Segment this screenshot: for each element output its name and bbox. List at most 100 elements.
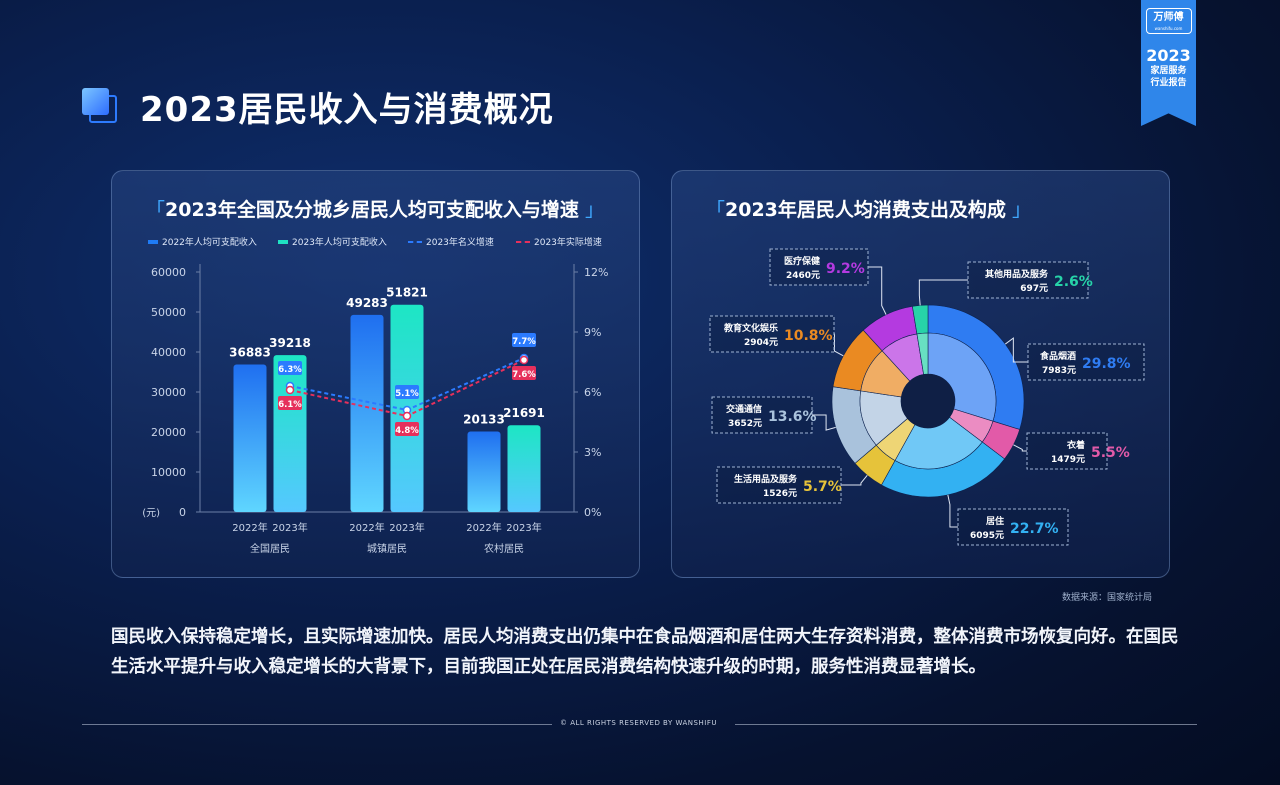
data-source: 数据来源：国家统计局 [1062,593,1153,603]
callout-category: 医疗保健 [784,255,820,267]
consumption-donut-chart: 食品烟酒 7983元 29.8% 衣着 1479元 5.5% 居住 6095元 22.7% 生活用… [709,248,1145,546]
growth-label: 5.1% [395,389,419,399]
callout-percent: 2.6% [1054,274,1093,290]
growth-point [402,411,412,421]
callout-box [716,466,842,504]
summary-paragraph: 国民收入保持稳定增长，且实际增速加快。居民人均消费支出仍集中在食品烟酒和居住两大… [111,627,1179,677]
callout-leader-line [812,414,836,431]
growth-label: 7.6% [512,370,536,380]
growth-label-box [278,396,302,410]
bar [467,431,501,512]
bar-value-label: 36883 [229,345,271,359]
callout-amount: 2904元 [744,337,778,348]
badge-line1: 家居服务 [1150,66,1187,76]
y-tick-label: 60000 [151,266,186,279]
legend-item-2022: 2022年人均可支配收入 [148,235,257,248]
x-tick-label: 2022年 [466,521,501,534]
title-square-icon [82,88,118,124]
y2-tick-label: 0% [584,506,601,519]
callout-category: 衣着 [1067,439,1085,451]
callout-box [957,508,1069,546]
y2-tick-label: 12% [584,266,608,279]
footer-copyright: © ALL RIGHTS RESERVED BY WANSHIFU [560,719,717,727]
bar-value-label: 51821 [386,286,428,300]
bar [507,425,541,512]
growth-label-box [512,333,536,347]
callout-category: 其他用品及服务 [985,268,1049,280]
y2-tick-label: 3% [584,446,601,459]
bar-value-label: 39218 [269,336,311,350]
callout-amount: 3652元 [728,418,762,429]
callout-category: 居住 [986,515,1004,527]
income-chart-title: 「2023年全国及分城乡居民人均可支配收入与增速 」 [146,199,604,221]
brand-logo: 万师傅 wanshifu.com [1145,8,1192,34]
callout-amount: 697元 [1020,283,1048,294]
bar-value-label: 49283 [346,296,388,310]
callout-amount: 2460元 [786,270,820,281]
y-tick-label: 40000 [151,346,186,359]
badge-year: 2023 [1146,46,1191,65]
consumption-chart-card: 「2023年居民人均消费支出及构成 」 食品烟酒 7983元 29.8% 衣着 1479… [671,170,1170,578]
donut-hole [901,374,955,428]
callout-category: 食品烟酒 [1039,350,1076,362]
x-tick-label: 2023年 [389,521,424,534]
y2-tick-label: 9% [584,326,601,339]
growth-label-box [512,366,536,380]
callout-leader-line [918,279,968,306]
income-chart-card: 「2023年全国及分城乡居民人均可支配收入与增速 」 2022年人均可支配收入 … [111,170,640,578]
callout-box [769,248,869,286]
growth-point [519,355,529,365]
callout-amount: 6095元 [970,530,1004,541]
income-bar-chart: 0 10000 20000 30000 40000 50000 60000 (元) 0% 3% 6%… [142,264,608,555]
y2-tick-label: 6% [584,386,601,399]
growth-label-box [395,385,419,399]
x-group-label: 城镇居民 [367,542,407,555]
callout-leader-line [833,333,844,357]
bar-value-label: 20133 [463,412,505,426]
bar [350,314,384,512]
y-axis-unit: (元) [142,508,160,519]
growth-label: 6.1% [278,400,302,410]
legend-item-real: 2023年实际增速 [516,235,602,248]
callout-box [711,396,813,434]
callout-box [1027,343,1145,381]
callout-leader-line [1013,444,1027,452]
callout-leader-line [1004,337,1028,363]
x-tick-label: 2022年 [232,521,267,534]
growth-point [285,385,295,395]
legend-item-2023: 2023年人均可支配收入 [278,235,387,248]
callout-percent: 10.8% [784,328,833,344]
y-tick-label: 20000 [151,426,186,439]
callout-category: 教育文化娱乐 [723,322,778,334]
consumption-chart-title: 「2023年居民人均消费支出及构成 」 [706,199,1031,221]
growth-label: 7.7% [512,337,536,347]
callout-percent: 5.5% [1091,445,1130,461]
y-tick-label: 0 [179,506,186,519]
callout-box [967,261,1089,299]
callout-box [709,315,835,353]
y-tick-label: 50000 [151,306,186,319]
y-tick-label: 10000 [151,466,186,479]
callout-leader-line [947,494,958,528]
x-tick-label: 2023年 [272,521,307,534]
x-group-label: 农村居民 [484,542,524,555]
callout-amount: 7983元 [1042,365,1076,376]
callout-percent: 29.8% [1082,356,1131,372]
callout-percent: 13.6% [768,409,817,425]
growth-label: 4.8% [395,426,419,436]
callout-box [1026,432,1108,470]
growth-label: 6.3% [278,365,302,375]
callout-amount: 1526元 [763,488,797,499]
footer-divider-right [735,724,1197,725]
badge-line2: 行业报告 [1150,78,1187,88]
x-group-label: 全国居民 [250,542,290,555]
bar [273,355,307,512]
callout-leader-line [868,266,887,315]
callout-category: 交通通信 [726,403,762,415]
page-title: 2023居民收入与消费概况 [140,90,554,130]
bar [233,364,267,512]
callout-leader-line [841,475,868,486]
callout-amount: 1479元 [1051,454,1085,465]
callout-percent: 5.7% [803,479,842,495]
growth-label-box [395,422,419,436]
